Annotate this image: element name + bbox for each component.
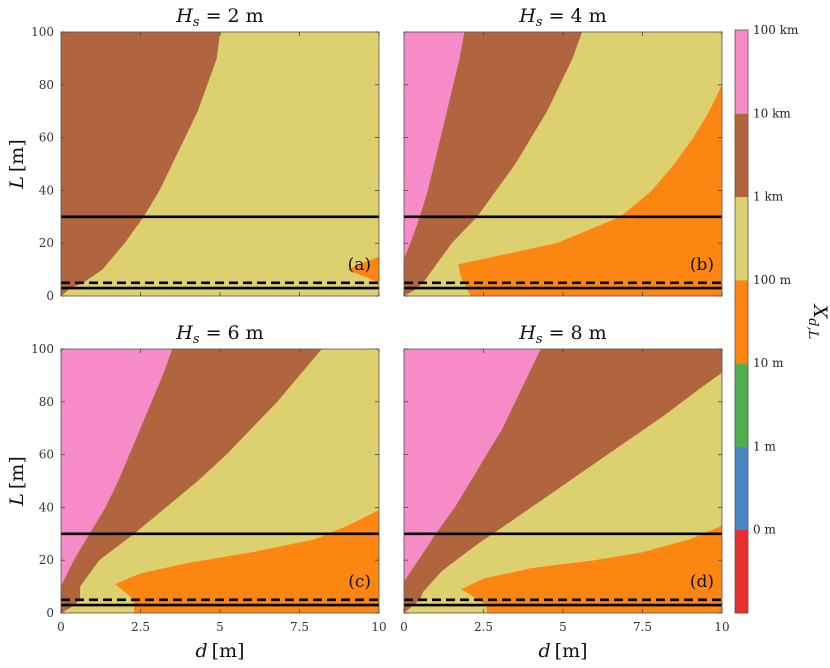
panel-tag: (c) (348, 572, 371, 592)
x-tick-label: 10 (714, 620, 729, 634)
x-tick-label: 7.5 (633, 620, 652, 634)
x-tick-label: 0 (57, 620, 65, 634)
region-100-km (404, 349, 541, 582)
x-axis-var: d (538, 640, 550, 662)
y-axis-label: L [m] (6, 456, 28, 506)
colorbar-label: 100 m (753, 273, 792, 287)
panel-title-value: = 4 m (543, 5, 607, 27)
panel-title-sub: s (536, 332, 543, 347)
panel-d: 0 2.5 5 7.5 10 Hs = 8 m (d) d [m] (400, 322, 729, 662)
x-tick-label: 10 (371, 620, 386, 634)
y-tick-label: 80 (39, 395, 54, 409)
region-100-km (61, 349, 173, 587)
panel-title-sub: s (536, 15, 543, 30)
panel-b: Hs = 4 m (b) (403, 5, 723, 297)
region-100-km (404, 32, 465, 260)
colorbar: 0 m 1 m 10 m 100 m 1 km 10 km 100 km Xd,L (734, 23, 830, 614)
y-axis-var: L (6, 493, 28, 507)
y-tick-label: 0 (46, 289, 54, 303)
panel-title-var: H (518, 5, 536, 27)
panel-a: 0 20 40 60 80 100 Hs = 2 m (a) L [m] (6, 5, 380, 303)
colorbar-label: 10 km (753, 106, 791, 120)
x-axis-unit: [m] (212, 640, 245, 662)
panel-title: Hs = 6 m (175, 322, 263, 347)
panel-title-sub: s (193, 15, 200, 30)
colorbar-segment (735, 363, 748, 447)
y-axis-unit: [m] (6, 456, 28, 489)
x-axis-label: d [m] (195, 640, 244, 662)
y-tick-label: 40 (39, 500, 54, 514)
y-tick-label: 0 (46, 606, 54, 620)
y-tick-label: 60 (39, 448, 54, 462)
panel-title-sub: s (193, 332, 200, 347)
colorbar-segment (735, 529, 748, 614)
x-tick-label: 2.5 (131, 620, 150, 634)
y-tick-label: 80 (39, 78, 54, 92)
colorbar-frame (734, 29, 749, 614)
y-tick-label: 20 (39, 553, 54, 567)
colorbar-title-main: X (809, 303, 830, 320)
panel-title-var: H (518, 322, 536, 344)
panel-title-value: = 6 m (200, 322, 264, 344)
y-tick-label: 20 (39, 236, 54, 250)
colorbar-segment (735, 196, 748, 281)
panel-title: Hs = 2 m (175, 5, 263, 30)
region-layer (404, 349, 722, 613)
colorbar-label: 1 km (753, 190, 784, 204)
panel-title-var: H (175, 322, 193, 344)
x-tick-label: 5 (216, 620, 224, 634)
panel-title: Hs = 8 m (518, 322, 606, 347)
panel-tag: (a) (348, 255, 371, 275)
panel-title-var: H (175, 5, 193, 27)
colorbar-label: 10 m (753, 356, 784, 370)
colorbar-label: 100 km (753, 23, 799, 37)
panel-tag: (b) (690, 255, 714, 275)
y-tick-label: 40 (39, 183, 54, 197)
x-axis-unit: [m] (555, 640, 588, 662)
region-layer (61, 32, 379, 296)
colorbar-label: 0 m (753, 523, 776, 537)
colorbar-title: Xd,L (805, 303, 830, 340)
x-tick-label: 2.5 (474, 620, 493, 634)
colorbar-segment (735, 113, 748, 198)
region-10-km (61, 32, 220, 296)
colorbar-segment (735, 446, 748, 531)
region-layer (404, 32, 722, 296)
x-axis-var: d (195, 640, 207, 662)
panel-title-value: = 8 m (543, 322, 607, 344)
panel-title-value: = 2 m (200, 5, 264, 27)
colorbar-label: 1 m (753, 439, 776, 453)
colorbar-segment (735, 30, 748, 114)
x-tick-label: 5 (559, 620, 567, 634)
y-tick-label: 100 (31, 25, 54, 39)
y-axis-unit: [m] (6, 139, 28, 172)
x-tick-label: 7.5 (290, 620, 309, 634)
y-axis-var: L (6, 176, 28, 190)
x-axis-label: d [m] (538, 640, 587, 662)
y-tick-label: 60 (39, 131, 54, 145)
colorbar-title-sub: d,L (805, 318, 820, 339)
panel-tag: (d) (690, 572, 714, 592)
colorbar-segment (735, 279, 748, 364)
x-tick-label: 0 (400, 620, 408, 634)
panel-title: Hs = 4 m (518, 5, 606, 30)
y-tick-label: 100 (31, 342, 54, 356)
region-layer (61, 349, 379, 613)
y-axis-label: L [m] (6, 139, 28, 189)
